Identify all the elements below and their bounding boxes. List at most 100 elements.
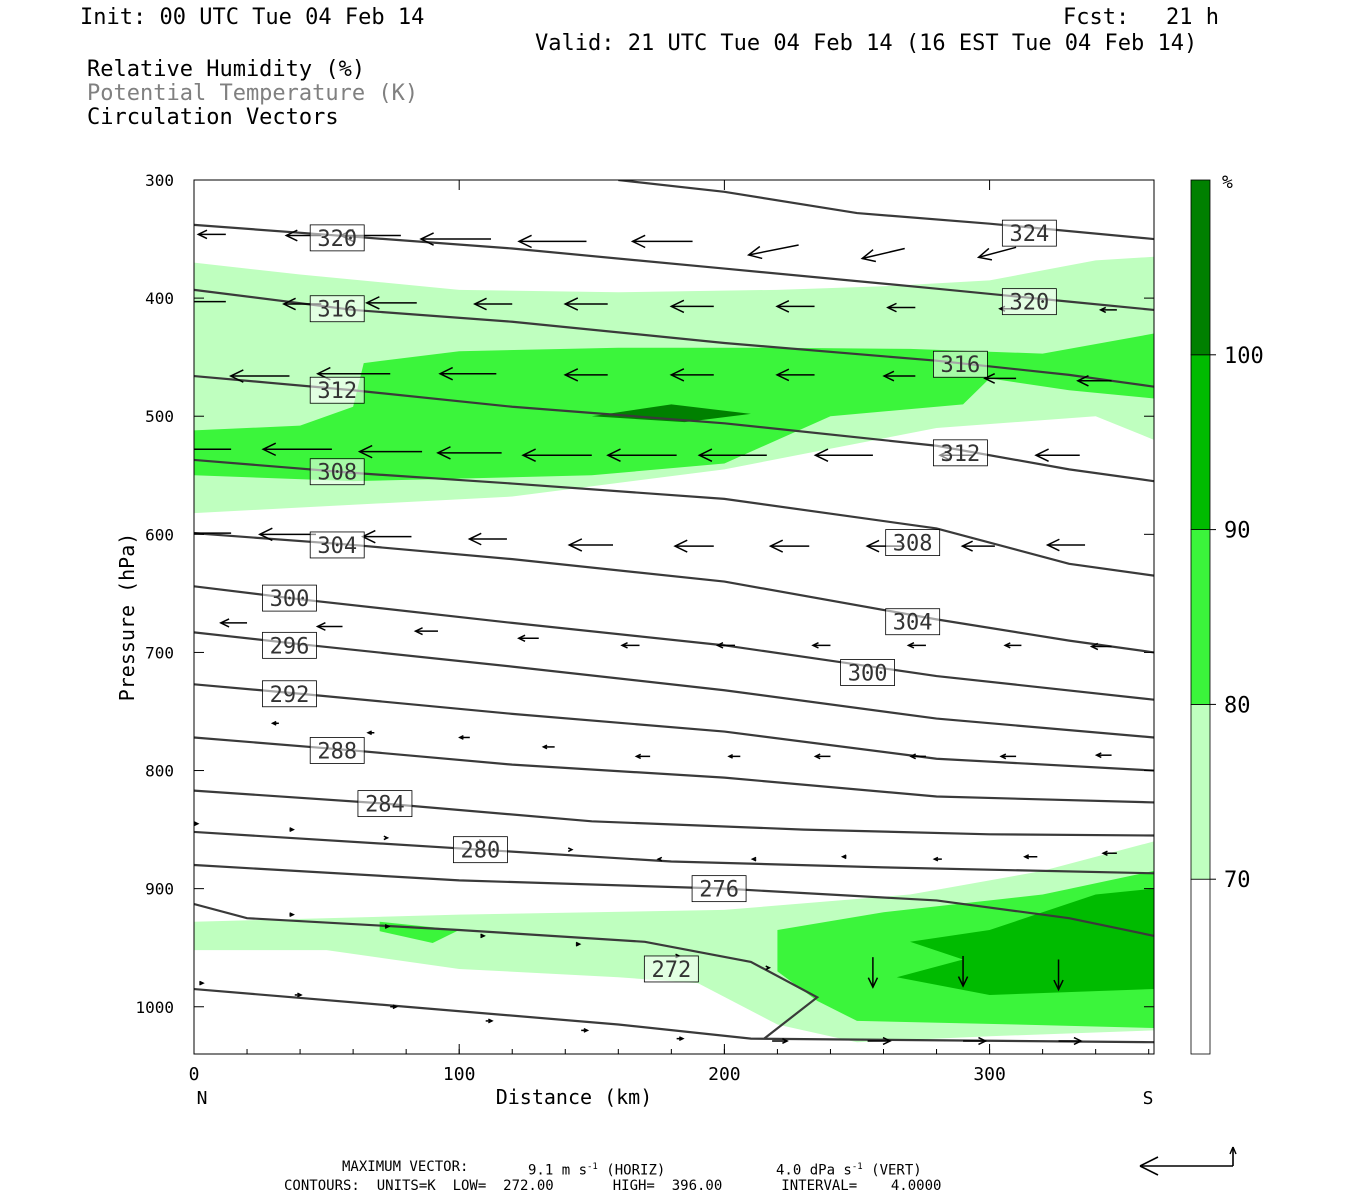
y-tick-label: 400 (145, 289, 174, 308)
contour-label-box (933, 439, 988, 467)
circulation-vector (1098, 306, 1117, 314)
vector-head (886, 302, 897, 313)
vector-head (976, 247, 993, 261)
theta-contour-surface (194, 987, 1154, 1044)
vector-head (488, 1018, 494, 1024)
contour-label-box (643, 955, 699, 983)
contour-label: 276 (699, 878, 739, 903)
circulation-vector (697, 448, 767, 462)
x-tick-label: 300 (973, 1064, 1006, 1085)
contour-label: 316 (317, 298, 357, 323)
colorbar-segment (1190, 529, 1211, 705)
y-tick-label: 500 (145, 407, 174, 426)
vector-head (583, 1027, 590, 1033)
rh-region-100+ (591, 404, 751, 423)
y-tick-label: 300 (145, 171, 174, 190)
vector-head (932, 856, 939, 862)
y-axis-label: Pressure (hPa) (115, 533, 139, 702)
contour-label-box (309, 295, 365, 323)
contour-label-box (262, 631, 317, 659)
vector-head (669, 299, 685, 314)
circulation-vector (669, 368, 714, 382)
theta-contour-284 (194, 789, 1154, 837)
circulation-vector (840, 854, 847, 860)
vector-shaft (978, 246, 1017, 259)
north-label: N (197, 1088, 208, 1109)
contour-label: 280 (461, 839, 501, 864)
vector-head (1053, 979, 1064, 992)
contour-label-box (933, 350, 988, 378)
contour-label: 324 (1009, 222, 1049, 247)
vector-head (1073, 1036, 1083, 1046)
vector-head (199, 980, 205, 986)
circulation-vector (1023, 854, 1038, 860)
circulation-vector (634, 753, 651, 760)
vector-head (1094, 752, 1102, 759)
vector-head (261, 442, 277, 457)
circulation-vector (1076, 374, 1112, 387)
circulation-vector (765, 965, 772, 971)
circulation-vector (715, 642, 735, 649)
contour-label: 316 (941, 353, 981, 378)
legend-vectors: Circulation Vectors (87, 105, 339, 130)
contour-label: 308 (317, 461, 357, 486)
circulation-vector (772, 1038, 789, 1044)
circulation-vector (384, 924, 391, 929)
vector-head (1045, 538, 1060, 552)
vector-head (297, 992, 303, 998)
circulation-vector (960, 540, 995, 552)
circulation-vector (357, 444, 423, 459)
vector-head (1089, 642, 1099, 651)
plot-frame (193, 179, 1155, 1055)
contour-label: 304 (893, 611, 933, 636)
vector-head (366, 730, 373, 736)
vector-head (575, 941, 582, 947)
vector-head (813, 753, 821, 760)
vector-head (746, 245, 763, 260)
theta-contour-324 (618, 180, 1154, 241)
circulation-vector (909, 753, 926, 760)
reference-vector-icon (1139, 1146, 1237, 1176)
vector-head (867, 977, 879, 989)
circulation-vector (194, 448, 232, 451)
contour-label-box (885, 608, 941, 636)
contour-label-box (885, 529, 941, 556)
contour-label-box (309, 531, 365, 559)
circulation-vector (999, 753, 1017, 760)
circulation-vector (258, 527, 316, 542)
vector-head (1098, 306, 1107, 314)
vector-head (315, 621, 326, 631)
south-label: S (1143, 1088, 1154, 1109)
vector-head (750, 856, 757, 862)
colorbar-label: 80 (1224, 693, 1251, 718)
vector-head (673, 539, 688, 553)
legend-rh: Relative Humidity (%) (87, 57, 366, 82)
vector-head (567, 538, 583, 552)
contour-label: 304 (317, 534, 357, 559)
circulation-vector (467, 532, 507, 546)
vector-shaft (862, 247, 905, 260)
vector-head (860, 249, 877, 263)
circulation-vector (983, 372, 1017, 384)
vector-head (270, 720, 277, 726)
vector-head (392, 1004, 399, 1010)
legend-theta: Potential Temperature (K) (87, 81, 419, 106)
circulation-vector (270, 720, 279, 726)
vector-head (999, 753, 1007, 760)
vector-head (1023, 854, 1030, 860)
vector-head (284, 229, 298, 242)
vector-head (782, 1038, 789, 1044)
circulation-vector (581, 1027, 590, 1033)
vector-head (480, 933, 486, 939)
vert-value: 4.0 dPa s (776, 1162, 852, 1179)
circulation-vector (485, 1018, 494, 1024)
vector-head (467, 532, 482, 546)
colorbar-label: 100 (1224, 344, 1264, 369)
colorbar-label: 70 (1224, 868, 1251, 893)
max-vector-vert: 4.0 dPa s-1 (VERT) (776, 1159, 922, 1179)
theta-contour-276 (194, 863, 1154, 937)
vector-head (419, 232, 434, 246)
colorbar-unit: % (1222, 172, 1233, 193)
circulation-vector (727, 753, 741, 759)
contour-label: 312 (941, 442, 981, 467)
